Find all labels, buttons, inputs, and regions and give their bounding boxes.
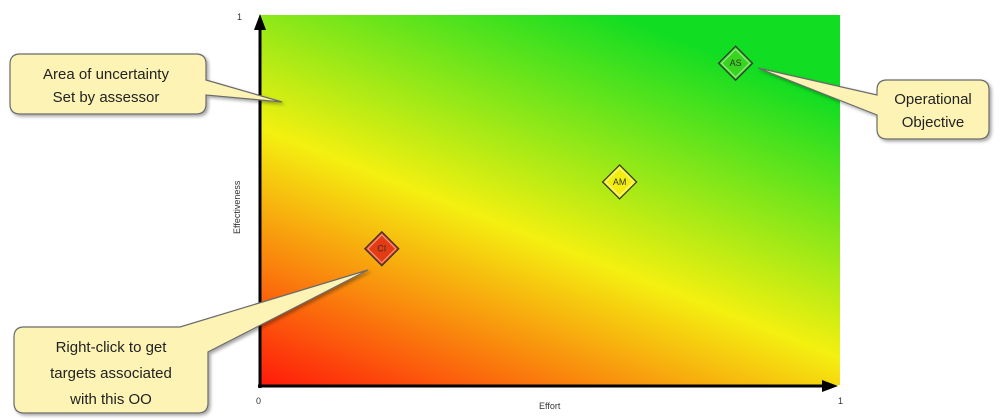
marker-am-highlight: [604, 167, 635, 197]
callout-objective-line1: Operational: [894, 91, 972, 108]
callout-rightclick-line3: with this OO: [69, 391, 152, 408]
x-axis-label: Effort: [539, 401, 561, 411]
callout-rightclick: Right-click to get targets associated wi…: [13, 269, 369, 414]
marker-ci-highlight: [367, 234, 397, 264]
callout-objective: Operational Objective: [757, 67, 990, 140]
marker-as-label: AS: [730, 58, 742, 68]
marker-ci-diamond[interactable]: [363, 230, 400, 267]
marker-as-diamond[interactable]: [717, 45, 754, 82]
plot-area: [260, 15, 840, 385]
y-axis-arrow-icon: [254, 14, 266, 30]
y-axis-label: Effectiveness: [232, 180, 242, 234]
x-min-label: 0: [256, 396, 261, 406]
callout-uncertainty: Area of uncertainty Set by assessor: [9, 53, 283, 115]
marker-as-highlight: [720, 48, 751, 78]
marker-am-label: AM: [613, 177, 627, 187]
marker-am[interactable]: AM: [601, 164, 638, 200]
marker-as[interactable]: AS: [717, 45, 754, 82]
markers-layer: CI AM AS: [363, 45, 754, 267]
callout-rightclick-line1: Right-click to get: [56, 339, 168, 356]
y-axis: [254, 14, 266, 388]
callout-uncertainty-line2: Set by assessor: [53, 89, 160, 106]
callout-uncertainty-line1: Area of uncertainty: [43, 66, 169, 83]
x-axis-arrow-icon: [822, 380, 838, 392]
marker-am-diamond[interactable]: [601, 164, 638, 200]
x-axis: [258, 380, 838, 392]
y-max-label: 1: [237, 12, 242, 22]
marker-ci[interactable]: CI: [363, 230, 400, 267]
x-max-label: 1: [838, 396, 843, 406]
callout-objective-line2: Objective: [902, 114, 965, 131]
callout-rightclick-line2: targets associated: [50, 365, 172, 382]
marker-ci-label: CI: [377, 244, 386, 254]
